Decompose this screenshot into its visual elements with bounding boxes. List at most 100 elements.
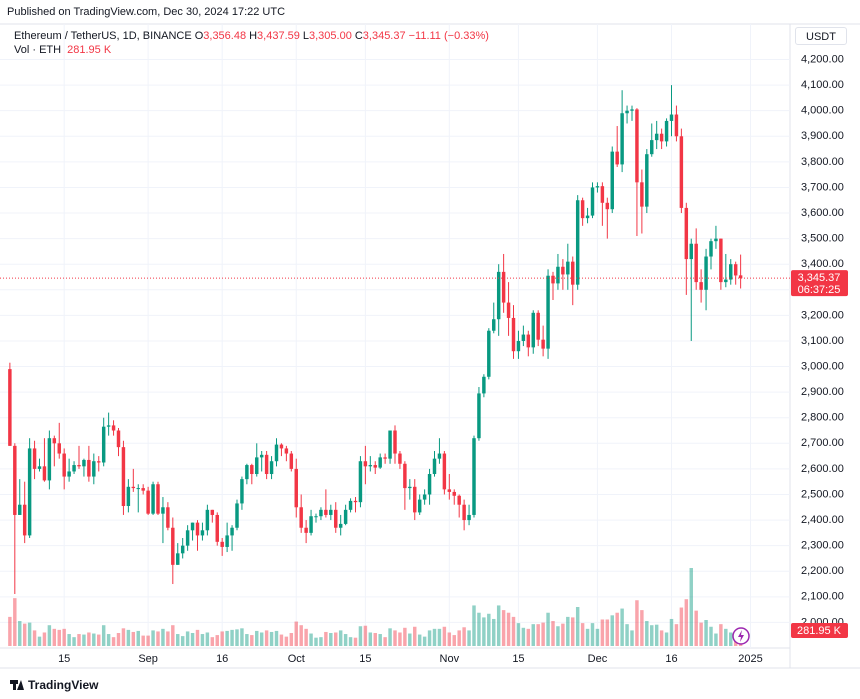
candle-body bbox=[37, 466, 42, 469]
volume-bar bbox=[299, 625, 303, 646]
volume-bar bbox=[220, 631, 224, 646]
candle-body bbox=[215, 514, 219, 542]
candle-body bbox=[131, 486, 136, 489]
volume-bar bbox=[704, 620, 708, 646]
volume-bar bbox=[116, 633, 121, 646]
candle-body bbox=[452, 491, 456, 496]
x-tick-label: Sep bbox=[138, 653, 158, 665]
candle-body bbox=[417, 499, 422, 513]
symbol: Ethereum / TetherUS, 1D, BINANCE bbox=[14, 30, 192, 42]
candle-body bbox=[309, 516, 313, 533]
volume-bar bbox=[590, 623, 595, 646]
volume-bar bbox=[447, 632, 452, 646]
volume-bar bbox=[620, 608, 624, 646]
candle-body bbox=[92, 461, 96, 477]
candle-body bbox=[324, 509, 328, 515]
candle-body bbox=[580, 200, 585, 219]
candle-body bbox=[674, 114, 679, 137]
candle-body bbox=[403, 463, 407, 489]
volume-bar bbox=[373, 633, 377, 646]
volume-bar bbox=[654, 624, 659, 646]
x-tick-label: Oct bbox=[288, 653, 305, 665]
candle-body bbox=[496, 271, 501, 320]
volume-bar bbox=[585, 628, 590, 646]
volume-bar bbox=[506, 612, 511, 646]
candle-body bbox=[635, 109, 639, 183]
volume-bar bbox=[417, 634, 422, 646]
volume-bar bbox=[294, 621, 298, 646]
candle-body bbox=[378, 457, 382, 468]
volume-bar bbox=[526, 628, 531, 646]
grid bbox=[0, 24, 790, 648]
y-tick-label: 2,300.00 bbox=[801, 540, 844, 552]
candle-body bbox=[477, 393, 481, 439]
volume-bar bbox=[195, 629, 200, 646]
volume-bar bbox=[403, 627, 407, 646]
volume-bar bbox=[625, 624, 629, 646]
volume-bar bbox=[348, 637, 353, 646]
y-tick-label: 2,900.00 bbox=[801, 386, 844, 398]
candle-body bbox=[42, 466, 47, 481]
volume-bar bbox=[77, 634, 81, 646]
volume-bar bbox=[422, 636, 427, 646]
volume-bar bbox=[669, 618, 674, 646]
change: −11.11 (−0.33%) bbox=[408, 30, 489, 42]
ohlc-key: C bbox=[354, 30, 363, 42]
legend-row: Ethereum / TetherUS, 1D, BINANCE O3,356.4… bbox=[14, 29, 492, 43]
currency-button[interactable]: USDT bbox=[795, 27, 847, 45]
candle-body bbox=[259, 454, 264, 458]
volume-bar bbox=[635, 600, 639, 646]
volume-bar bbox=[250, 635, 254, 646]
candle-body bbox=[536, 312, 540, 340]
volume-bar bbox=[22, 623, 27, 646]
volume-bar bbox=[141, 635, 145, 646]
candle-body bbox=[319, 509, 323, 517]
volume-bar bbox=[67, 634, 71, 646]
candle-body bbox=[77, 465, 81, 467]
candle-body bbox=[205, 509, 210, 531]
volume-label: 281.95 K bbox=[797, 625, 842, 637]
candle-body bbox=[368, 465, 373, 467]
volume-bar bbox=[353, 637, 358, 646]
volume-bar bbox=[329, 633, 333, 646]
ohlc-value: 3,345.37 bbox=[362, 30, 406, 42]
volume-bar bbox=[699, 622, 703, 646]
volume-bar bbox=[413, 626, 417, 646]
volume-bar bbox=[309, 633, 313, 646]
candle-body bbox=[605, 202, 610, 210]
candle-body bbox=[729, 264, 733, 280]
candle-body bbox=[171, 527, 175, 565]
y-tick-label: 2,700.00 bbox=[801, 437, 844, 449]
y-tick-label: 2,800.00 bbox=[801, 412, 844, 424]
volume-bar bbox=[255, 630, 259, 646]
candle-body bbox=[541, 339, 545, 349]
volume-bar bbox=[496, 605, 501, 646]
volume-bar bbox=[52, 628, 57, 646]
candle-body bbox=[526, 334, 531, 348]
candle-body bbox=[393, 430, 397, 454]
y-tick-label: 3,100.00 bbox=[801, 335, 844, 347]
countdown: 06:37:25 bbox=[798, 284, 841, 296]
candle-body bbox=[279, 444, 284, 449]
candle-body bbox=[334, 509, 338, 528]
candle-body bbox=[506, 302, 511, 318]
candle-body bbox=[373, 465, 377, 468]
volume-bar bbox=[674, 624, 679, 646]
candle-body bbox=[106, 425, 111, 427]
candle-body bbox=[284, 448, 289, 454]
volume-bar bbox=[605, 619, 610, 646]
candle-body bbox=[432, 458, 437, 475]
volume-bar bbox=[398, 632, 402, 646]
candle-body bbox=[304, 527, 308, 533]
candle-body bbox=[566, 261, 570, 275]
volume-bar bbox=[516, 623, 521, 646]
candle-body bbox=[87, 459, 91, 477]
y-tick-label: 4,000.00 bbox=[801, 105, 844, 117]
candle-body bbox=[482, 376, 486, 394]
volume-bar bbox=[501, 610, 506, 646]
published-note: Published on TradingView.com, Dec 30, 20… bbox=[7, 6, 286, 18]
volume-bar bbox=[477, 612, 481, 646]
candle-body bbox=[615, 151, 619, 165]
candle-body bbox=[575, 200, 580, 285]
candle-body bbox=[457, 495, 461, 505]
